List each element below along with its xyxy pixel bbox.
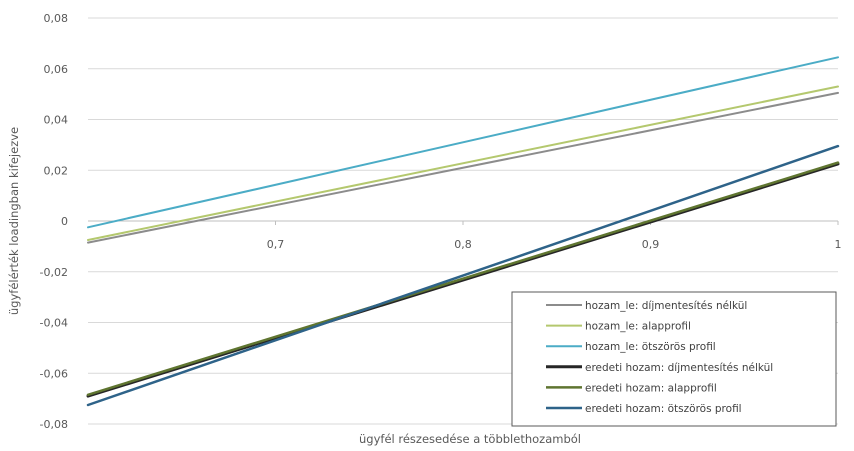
series-line [87, 91, 839, 244]
x-tick-label: 0,8 [454, 238, 472, 251]
series-line [86, 161, 840, 397]
y-tick-label: 0,04 [44, 114, 69, 127]
y-tick-label: 0,02 [44, 164, 69, 177]
legend-entry-label: eredeti hozam: díjmentesítés nélkül [585, 362, 773, 374]
x-axis-tick-labels: 0,7 0,8 0,9 1 [267, 221, 842, 251]
y-tick-label: 0,08 [44, 12, 69, 25]
x-tick-label: 1 [835, 238, 842, 251]
legend-entry-label: eredeti hozam: alapprofil [585, 382, 717, 394]
series-lines [86, 56, 840, 407]
series-line [87, 56, 839, 229]
y-tick-label: -0,06 [40, 367, 68, 380]
x-tick-label: 0,9 [642, 238, 660, 251]
series-line [86, 144, 840, 407]
y-tick-label: -0,08 [40, 418, 68, 431]
legend-entry-label: eredeti hozam: ötszörös profil [585, 403, 742, 415]
x-axis-title: ügyfél részesedése a többlethozamból [359, 432, 581, 446]
legend-entry-label: hozam_le: alapprofil [585, 321, 691, 333]
legend-box [511, 291, 837, 427]
y-tick-label: 0 [61, 215, 68, 228]
legend-entry-label: hozam_le: ötszörös profil [585, 341, 716, 353]
y-tick-label: -0,02 [40, 266, 68, 279]
legend: hozam_le: díjmentesítés nélkül hozam_le: … [511, 291, 837, 427]
y-axis-tick-labels: -0,08 -0,06 -0,04 -0,02 0 0,02 0,04 0,06 0,08 [40, 12, 68, 431]
legend-entry-label: hozam_le: díjmentesítés nélkül [585, 300, 747, 312]
y-tick-label: 0,06 [44, 63, 69, 76]
series-line [87, 85, 839, 241]
x-tick-label: 0,7 [267, 238, 285, 251]
y-tick-label: -0,04 [40, 317, 68, 330]
y-axis-title: ügyfélérték loadingban kifejezve [7, 127, 21, 315]
